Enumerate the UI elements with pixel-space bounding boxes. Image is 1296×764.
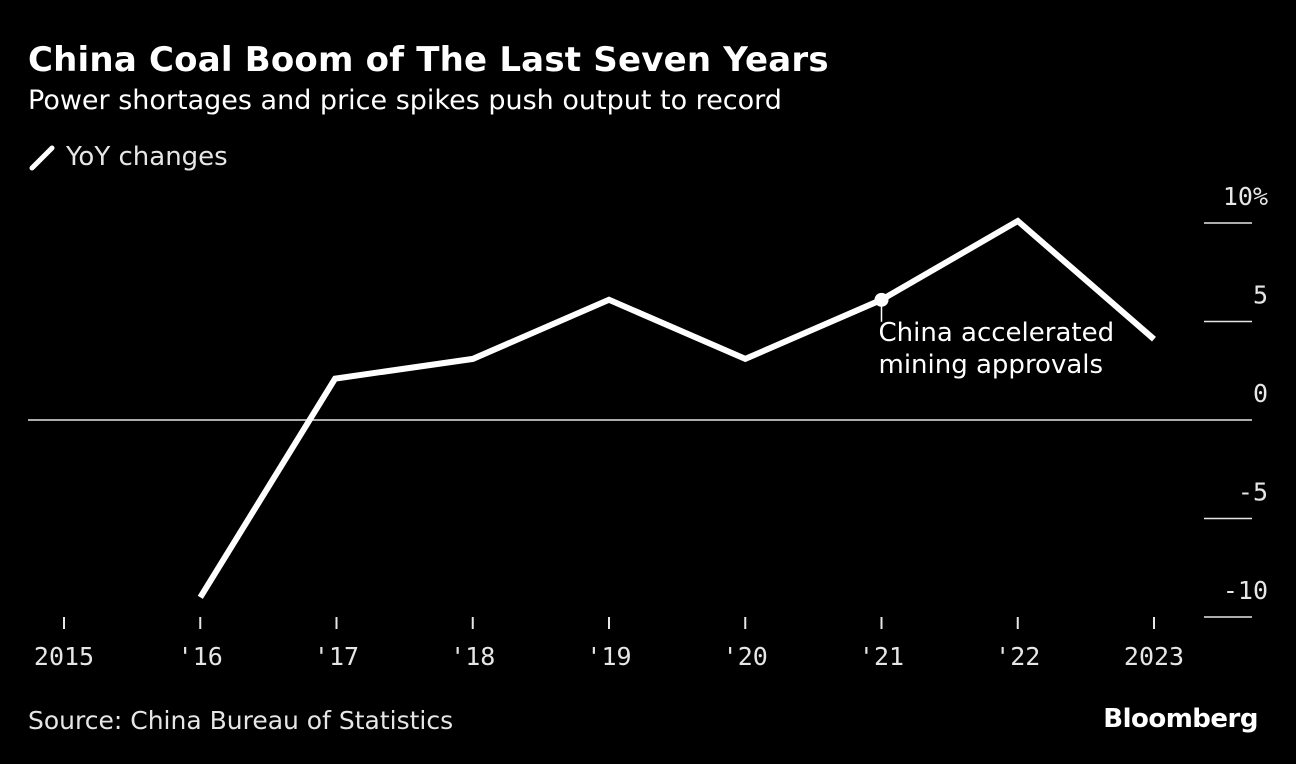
legend-line-icon [29,145,55,171]
y-tick-label: -10 [1223,576,1268,605]
x-tick-label: 2023 [1124,642,1184,671]
x-tick-label: '20 [723,642,768,671]
x-tick-label: 2015 [34,642,94,671]
chart-subtitle: Power shortages and price spikes push ou… [28,85,782,116]
y-tick-label: 5 [1253,281,1268,310]
legend-label: YoY changes [66,142,228,172]
legend: YoY changes [28,142,228,172]
x-tick-label: '17 [314,642,359,671]
x-tick-label: '16 [178,642,223,671]
x-tick-label: '18 [450,642,495,671]
x-tick-label: '19 [586,642,631,671]
chart-title: China Coal Boom of The Last Seven Years [28,40,829,80]
x-tick-label: '22 [995,642,1040,671]
annotation-text: mining approvals [879,350,1104,380]
annotation-text: China accelerated [879,318,1115,348]
y-tick-label: -5 [1238,478,1268,507]
source-note: Source: China Bureau of Statistics [28,706,454,735]
y-tick-label: 10% [1223,182,1268,211]
brand-logo: Bloomberg [1103,704,1258,734]
series-line-yoy-changes [197,217,1156,599]
x-tick-label: '21 [859,642,904,671]
y-tick-label: 0 [1253,379,1268,408]
